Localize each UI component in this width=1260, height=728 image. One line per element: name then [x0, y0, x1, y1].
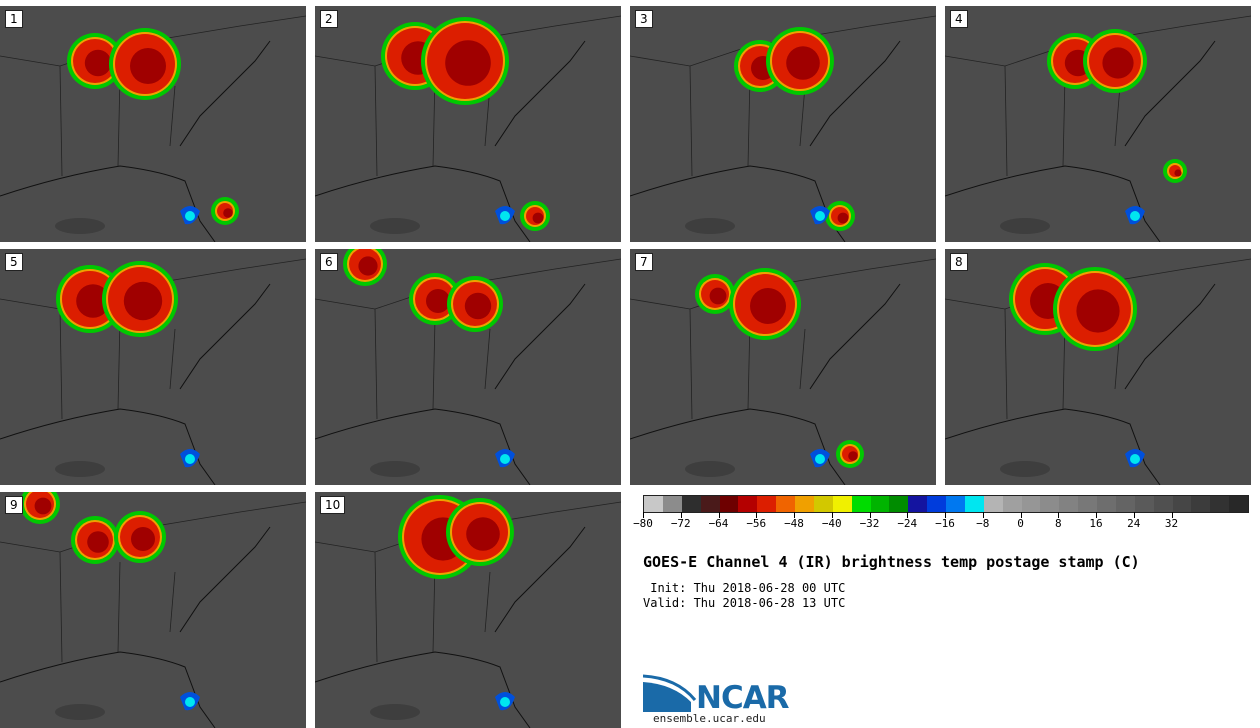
- colorbar-tick: [945, 512, 946, 518]
- colorbar-swatch: [983, 496, 1003, 512]
- colorbar-tick-label: 16: [1089, 517, 1103, 530]
- colorbar-tick: [718, 512, 720, 518]
- colorbar-tick-label: −80: [633, 517, 653, 530]
- colorbar-swatch: [927, 496, 946, 512]
- map-panel-4: 4: [945, 6, 1251, 242]
- colorbar-tick: [794, 512, 795, 518]
- colorbar-swatch: [813, 496, 833, 512]
- panel-number: 8: [950, 253, 968, 271]
- panel-number: 10: [320, 496, 346, 514]
- colorbar-tick-label: 0: [1017, 517, 1024, 530]
- colorbar-tick: [680, 512, 682, 518]
- colorbar-swatch: [832, 496, 852, 512]
- site-url: ensemble.ucar.edu: [653, 712, 766, 725]
- colorbar-tick-label: −8: [976, 517, 990, 530]
- colorbar-tick: [1058, 512, 1060, 518]
- colorbar-tick: [1171, 512, 1173, 518]
- figure-title: GOES-E Channel 4 (IR) brightness temp po…: [643, 553, 1140, 571]
- colorbar-tick-label: −48: [784, 517, 804, 530]
- colorbar-tick: [1020, 512, 1022, 518]
- map-panel-9: 9: [0, 492, 306, 728]
- panel-number: 5: [5, 253, 23, 271]
- logo-text: NCAR: [696, 680, 790, 716]
- colorbar-ticks: −80 −72 −64 −56 −48 −40 −32 −24 −16 −8 0 8 16 24 32: [633, 512, 1247, 532]
- colorbar-swatch: [870, 496, 890, 512]
- colorbar-swatch: [889, 496, 909, 512]
- panel-number: 2: [320, 10, 338, 28]
- colorbar-swatch: [757, 496, 777, 512]
- colorbar-swatch: [908, 496, 928, 512]
- colorbar-swatch: [738, 496, 758, 512]
- colorbar-tick: [831, 512, 833, 518]
- colorbar-swatch: [851, 496, 871, 512]
- panel-number: 3: [635, 10, 653, 28]
- panel-number: 1: [5, 10, 23, 28]
- colorbar-tick: [869, 512, 871, 518]
- colorbar-swatch: [1040, 496, 1060, 512]
- colorbar-swatch: [1059, 496, 1079, 512]
- colorbar-tick: [1096, 512, 1097, 518]
- colorbar-swatch: [1153, 496, 1173, 512]
- colorbar-swatch: [644, 496, 663, 512]
- colorbar-tick: [1133, 512, 1135, 518]
- init-time: Init: Thu 2018-06-28 00 UTC: [643, 581, 846, 595]
- colorbar-tick: [907, 512, 909, 518]
- colorbar-tick-label: −72: [670, 517, 691, 530]
- colorbar-swatch: [1078, 496, 1097, 512]
- map-panel-3: 3: [630, 6, 936, 242]
- panel-number: 4: [950, 10, 968, 28]
- colorbar-tick: [643, 512, 644, 518]
- colorbar-swatch: [964, 496, 984, 512]
- ncar-logo-icon: [643, 674, 697, 712]
- colorbar-swatch: [1134, 496, 1154, 512]
- panel-number: 9: [5, 496, 23, 514]
- colorbar-tick-label: −56: [746, 517, 767, 530]
- colorbar-swatch: [1115, 496, 1135, 512]
- colorbar-swatch: [719, 496, 739, 512]
- colorbar-tick: [982, 512, 984, 518]
- map-panel-2: 2: [315, 6, 621, 242]
- colorbar-swatch: [1021, 496, 1041, 512]
- colorbar-tick-label: −16: [935, 517, 955, 530]
- colorbar-tick: [756, 512, 758, 518]
- colorbar-tick-label: −24: [897, 517, 918, 530]
- colorbar-tick-label: −40: [821, 517, 842, 530]
- colorbar-swatch: [1229, 496, 1248, 512]
- colorbar-tick-label: −32: [859, 517, 880, 530]
- colorbar-tick-label: 8: [1054, 517, 1062, 530]
- colorbar-tick-label: 32: [1164, 517, 1179, 530]
- colorbar-swatch: [1002, 496, 1022, 512]
- map-panel-8: 8: [945, 249, 1251, 485]
- valid-time: Valid: Thu 2018-06-28 13 UTC: [643, 596, 846, 610]
- colorbar-swatch: [946, 496, 965, 512]
- colorbar-tick-label: 24: [1127, 517, 1141, 530]
- map-panel-1: 1: [0, 6, 306, 242]
- colorbar-tick-label: −64: [708, 517, 729, 530]
- panel-number: 6: [320, 253, 338, 271]
- colorbar-swatch: [1097, 496, 1116, 512]
- map-panel-7: 7: [630, 249, 936, 485]
- map-panel-10: 10: [315, 492, 621, 728]
- panel-number: 7: [635, 253, 653, 271]
- colorbar-swatch: [776, 496, 795, 512]
- colorbar-swatch: [1172, 496, 1192, 512]
- colorbar-swatch: [662, 496, 682, 512]
- map-panel-6: 6: [315, 249, 621, 485]
- colorbar-swatch: [1191, 496, 1211, 512]
- colorbar-swatch: [795, 496, 814, 512]
- map-panel-5: 5: [0, 249, 306, 485]
- colorbar-swatch: [1210, 496, 1230, 512]
- colorbar-swatch: [681, 496, 701, 512]
- colorbar: [643, 495, 1249, 513]
- colorbar-swatch: [700, 496, 720, 512]
